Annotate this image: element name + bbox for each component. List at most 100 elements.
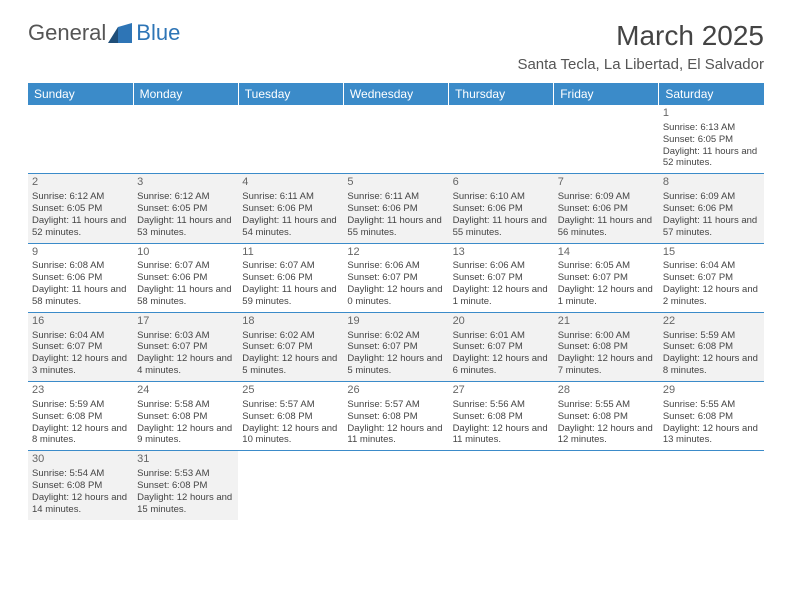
calendar-cell — [133, 105, 238, 174]
sunset-line: Sunset: 6:07 PM — [137, 341, 234, 353]
sunrise-line: Sunrise: 6:13 AM — [663, 122, 760, 134]
sunset-line: Sunset: 6:07 PM — [558, 272, 655, 284]
daylight-line: Daylight: 12 hours and 12 minutes. — [558, 423, 655, 447]
sunset-line: Sunset: 6:08 PM — [663, 341, 760, 353]
daylight-line: Daylight: 12 hours and 15 minutes. — [137, 492, 234, 516]
sunset-line: Sunset: 6:07 PM — [347, 272, 444, 284]
sunrise-line: Sunrise: 6:11 AM — [347, 191, 444, 203]
weekday-header: Sunday — [28, 83, 133, 105]
calendar-cell: 22Sunrise: 5:59 AMSunset: 6:08 PMDayligh… — [659, 312, 764, 381]
calendar-cell: 21Sunrise: 6:00 AMSunset: 6:08 PMDayligh… — [554, 312, 659, 381]
calendar-cell: 28Sunrise: 5:55 AMSunset: 6:08 PMDayligh… — [554, 382, 659, 451]
calendar-header-row: SundayMondayTuesdayWednesdayThursdayFrid… — [28, 83, 764, 105]
sunset-line: Sunset: 6:06 PM — [242, 272, 339, 284]
sunset-line: Sunset: 6:07 PM — [242, 341, 339, 353]
sunset-line: Sunset: 6:08 PM — [137, 480, 234, 492]
sunrise-line: Sunrise: 5:54 AM — [32, 468, 129, 480]
calendar-cell: 18Sunrise: 6:02 AMSunset: 6:07 PMDayligh… — [238, 312, 343, 381]
daylight-line: Daylight: 12 hours and 6 minutes. — [453, 353, 550, 377]
sunset-line: Sunset: 6:07 PM — [32, 341, 129, 353]
sunrise-line: Sunrise: 6:06 AM — [347, 260, 444, 272]
sunrise-line: Sunrise: 5:58 AM — [137, 399, 234, 411]
day-number: 10 — [137, 246, 234, 260]
day-number: 6 — [453, 176, 550, 190]
sunrise-line: Sunrise: 5:57 AM — [242, 399, 339, 411]
logo-text-blue: Blue — [136, 20, 180, 46]
daylight-line: Daylight: 11 hours and 55 minutes. — [347, 215, 444, 239]
day-number: 29 — [663, 384, 760, 398]
sunset-line: Sunset: 6:07 PM — [453, 341, 550, 353]
calendar-row: 1Sunrise: 6:13 AMSunset: 6:05 PMDaylight… — [28, 105, 764, 174]
sunset-line: Sunset: 6:05 PM — [137, 203, 234, 215]
calendar-row: 9Sunrise: 6:08 AMSunset: 6:06 PMDaylight… — [28, 243, 764, 312]
calendar-cell: 16Sunrise: 6:04 AMSunset: 6:07 PMDayligh… — [28, 312, 133, 381]
sunrise-line: Sunrise: 6:04 AM — [32, 330, 129, 342]
calendar-cell: 3Sunrise: 6:12 AMSunset: 6:05 PMDaylight… — [133, 174, 238, 243]
day-number: 11 — [242, 246, 339, 260]
sunset-line: Sunset: 6:06 PM — [558, 203, 655, 215]
calendar-cell: 6Sunrise: 6:10 AMSunset: 6:06 PMDaylight… — [449, 174, 554, 243]
calendar-cell: 8Sunrise: 6:09 AMSunset: 6:06 PMDaylight… — [659, 174, 764, 243]
day-number: 19 — [347, 315, 444, 329]
daylight-line: Daylight: 11 hours and 57 minutes. — [663, 215, 760, 239]
weekday-header: Wednesday — [343, 83, 448, 105]
daylight-line: Daylight: 12 hours and 7 minutes. — [558, 353, 655, 377]
daylight-line: Daylight: 12 hours and 1 minute. — [558, 284, 655, 308]
sunset-line: Sunset: 6:08 PM — [32, 480, 129, 492]
sunset-line: Sunset: 6:08 PM — [242, 411, 339, 423]
calendar-row: 23Sunrise: 5:59 AMSunset: 6:08 PMDayligh… — [28, 382, 764, 451]
logo-icon — [108, 23, 134, 43]
calendar-row: 30Sunrise: 5:54 AMSunset: 6:08 PMDayligh… — [28, 451, 764, 520]
day-number: 16 — [32, 315, 129, 329]
daylight-line: Daylight: 11 hours and 54 minutes. — [242, 215, 339, 239]
daylight-line: Daylight: 12 hours and 14 minutes. — [32, 492, 129, 516]
day-number: 13 — [453, 246, 550, 260]
day-number: 12 — [347, 246, 444, 260]
day-number: 22 — [663, 315, 760, 329]
day-number: 2 — [32, 176, 129, 190]
day-number: 4 — [242, 176, 339, 190]
calendar-cell — [554, 451, 659, 520]
sunset-line: Sunset: 6:06 PM — [347, 203, 444, 215]
calendar-cell: 27Sunrise: 5:56 AMSunset: 6:08 PMDayligh… — [449, 382, 554, 451]
logo-text-general: General — [28, 20, 106, 46]
calendar-cell — [554, 105, 659, 174]
calendar-body: 1Sunrise: 6:13 AM Sunset: 6:05 PM Daylight… — [28, 105, 764, 520]
sunrise-line: Sunrise: 6:10 AM — [453, 191, 550, 203]
calendar-cell: 14Sunrise: 6:05 AMSunset: 6:07 PMDayligh… — [554, 243, 659, 312]
title-block: March 2025 Santa Tecla, La Libertad, El … — [517, 20, 764, 73]
sunrise-line: Sunrise: 6:02 AM — [242, 330, 339, 342]
sunrise-line: Sunrise: 6:07 AM — [242, 260, 339, 272]
sunset-line: Sunset: 6:08 PM — [347, 411, 444, 423]
day-number: 15 — [663, 246, 760, 260]
day-number: 21 — [558, 315, 655, 329]
daylight-line: Daylight: 12 hours and 8 minutes. — [663, 353, 760, 377]
sunset-line: Sunset: 6:06 PM — [663, 203, 760, 215]
daylight-line: Daylight: 11 hours and 52 minutes. — [32, 215, 129, 239]
header: General Blue March 2025 Santa Tecla, La … — [28, 20, 764, 73]
sunrise-line: Sunrise: 6:09 AM — [663, 191, 760, 203]
day-number: 18 — [242, 315, 339, 329]
daylight-line: Daylight: 11 hours and 58 minutes. — [137, 284, 234, 308]
daylight-line: Daylight: 12 hours and 5 minutes. — [347, 353, 444, 377]
calendar-cell — [343, 105, 448, 174]
day-number: 25 — [242, 384, 339, 398]
calendar-row: 16Sunrise: 6:04 AMSunset: 6:07 PMDayligh… — [28, 312, 764, 381]
logo: General Blue — [28, 20, 180, 46]
sunset-line: Sunset: 6:07 PM — [347, 341, 444, 353]
weekday-header: Monday — [133, 83, 238, 105]
day-number: 1 — [663, 107, 760, 121]
calendar-cell — [449, 451, 554, 520]
calendar-cell — [449, 105, 554, 174]
sunrise-line: Sunrise: 6:11 AM — [242, 191, 339, 203]
daylight-line: Daylight: 11 hours and 55 minutes. — [453, 215, 550, 239]
calendar-cell: 9Sunrise: 6:08 AMSunset: 6:06 PMDaylight… — [28, 243, 133, 312]
sunrise-line: Sunrise: 6:08 AM — [32, 260, 129, 272]
day-number: 27 — [453, 384, 550, 398]
sunset-line: Sunset: 6:06 PM — [32, 272, 129, 284]
sunrise-line: Sunrise: 6:12 AM — [32, 191, 129, 203]
calendar-cell — [238, 105, 343, 174]
sunset-line: Sunset: 6:08 PM — [558, 411, 655, 423]
sunrise-line: Sunrise: 6:12 AM — [137, 191, 234, 203]
sunrise-line: Sunrise: 6:09 AM — [558, 191, 655, 203]
